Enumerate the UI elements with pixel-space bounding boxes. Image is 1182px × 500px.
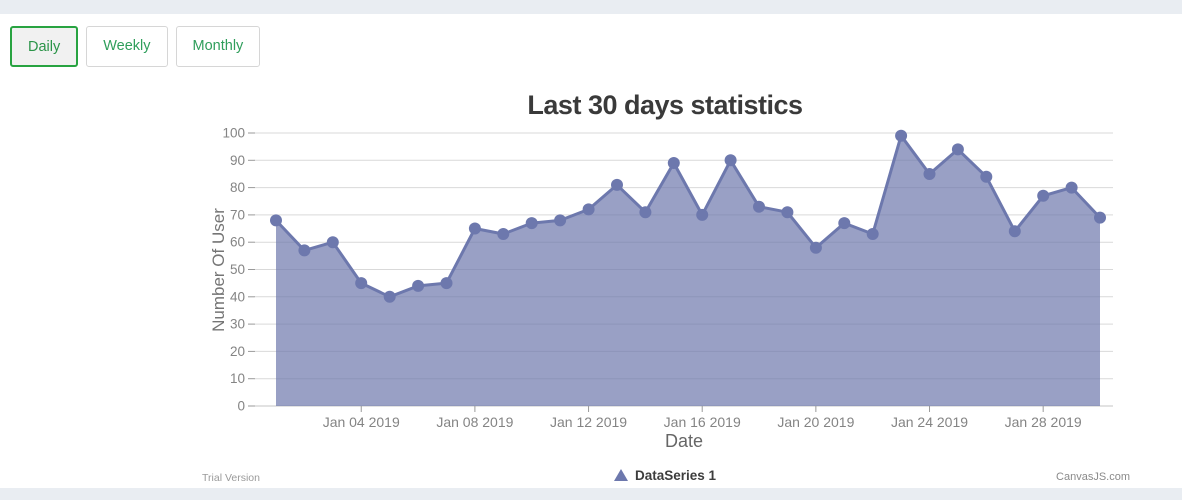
svg-text:20: 20 [230, 344, 245, 359]
svg-text:40: 40 [230, 289, 245, 304]
x-axis-title: Date [664, 431, 704, 451]
chart-title: Last 30 days statistics [527, 90, 803, 120]
monthly-button[interactable]: Monthly [175, 26, 261, 67]
legend-triangle-icon [613, 469, 628, 481]
daily-button[interactable]: Daily [10, 26, 79, 67]
svg-text:70: 70 [230, 207, 245, 222]
page-background-strip-bottom [0, 488, 1182, 500]
svg-text:90: 90 [230, 153, 245, 168]
svg-text:10: 10 [230, 371, 245, 386]
svg-text:Jan 24 2019: Jan 24 2019 [891, 414, 968, 430]
interval-toolbar: Daily Weekly Monthly [10, 26, 261, 67]
svg-text:Jan 20 2019: Jan 20 2019 [777, 414, 854, 430]
weekly-button[interactable]: Weekly [86, 26, 168, 67]
page-background-strip-top [0, 0, 1182, 14]
svg-text:100: 100 [222, 126, 245, 141]
svg-text:Jan 28 2019: Jan 28 2019 [1005, 414, 1082, 430]
svg-text:30: 30 [230, 317, 245, 332]
trial-version-label: Trial Version [202, 472, 260, 484]
svg-text:80: 80 [230, 180, 245, 195]
svg-text:60: 60 [230, 235, 245, 250]
content-panel: Daily Weekly Monthly Last 30 days statis… [0, 14, 1182, 488]
chart-container: Last 30 days statistics Number Of User 0… [200, 80, 1130, 488]
svg-text:50: 50 [230, 262, 245, 277]
area-chart-plot[interactable]: 0 10 20 30 40 50 60 70 80 90 100 Jan 04 2019 Jan 08 … [200, 80, 1130, 488]
svg-text:Jan 04 2019: Jan 04 2019 [323, 414, 400, 430]
legend-label: DataSeries 1 [634, 467, 717, 483]
svg-text:0: 0 [237, 399, 245, 414]
legend-item-dataseries-1[interactable]: DataSeries 1 [200, 466, 1130, 484]
svg-text:Jan 12 2019: Jan 12 2019 [550, 414, 627, 430]
svg-text:Jan 08 2019: Jan 08 2019 [436, 414, 513, 430]
svg-text:Jan 16 2019: Jan 16 2019 [664, 414, 741, 430]
canvasjs-credit-link[interactable]: CanvasJS.com [1056, 471, 1130, 483]
